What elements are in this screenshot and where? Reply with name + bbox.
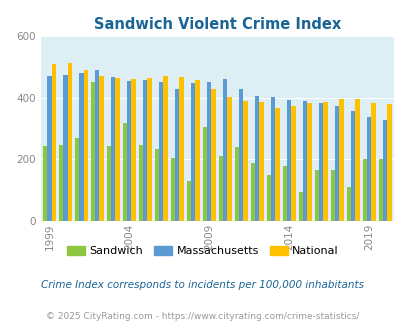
Bar [131, 80, 135, 221]
Bar [370, 103, 375, 221]
Bar [354, 99, 359, 221]
Bar [47, 76, 51, 221]
Bar [75, 138, 79, 221]
Bar [111, 77, 115, 221]
Bar [163, 76, 167, 221]
Bar [127, 81, 131, 221]
Bar [99, 76, 104, 221]
Bar [254, 96, 259, 221]
Bar [250, 163, 254, 221]
Bar [286, 100, 290, 221]
Bar [139, 145, 143, 221]
Bar [222, 79, 227, 221]
Bar [91, 82, 95, 221]
Bar [115, 78, 119, 221]
Bar [95, 70, 99, 221]
Bar [171, 158, 175, 221]
Bar [239, 89, 243, 221]
Bar [266, 175, 270, 221]
Text: Crime Index corresponds to incidents per 100,000 inhabitants: Crime Index corresponds to incidents per… [41, 280, 364, 290]
Bar [154, 149, 159, 221]
Bar [382, 120, 386, 221]
Bar [259, 102, 263, 221]
Legend: Sandwich, Massachusetts, National: Sandwich, Massachusetts, National [63, 242, 342, 261]
Bar [59, 145, 63, 221]
Bar [147, 79, 151, 221]
Bar [179, 77, 183, 221]
Bar [63, 75, 67, 221]
Title: Sandwich Violent Crime Index: Sandwich Violent Crime Index [94, 17, 340, 32]
Bar [195, 80, 199, 221]
Bar [234, 147, 239, 221]
Bar [346, 187, 350, 221]
Bar [159, 82, 163, 221]
Bar [202, 127, 207, 221]
Bar [186, 181, 191, 221]
Bar [175, 89, 179, 221]
Bar [211, 89, 215, 221]
Bar [227, 97, 231, 221]
Bar [330, 170, 334, 221]
Bar [290, 106, 295, 221]
Bar [218, 156, 222, 221]
Bar [334, 106, 339, 221]
Bar [298, 192, 302, 221]
Bar [314, 170, 318, 221]
Bar [43, 146, 47, 221]
Bar [143, 80, 147, 221]
Bar [107, 146, 111, 221]
Bar [282, 166, 286, 221]
Bar [350, 111, 354, 221]
Bar [386, 104, 390, 221]
Bar [362, 159, 366, 221]
Bar [302, 101, 307, 221]
Bar [307, 103, 311, 221]
Bar [207, 82, 211, 221]
Bar [51, 64, 56, 221]
Bar [339, 99, 343, 221]
Bar [366, 117, 370, 221]
Bar [270, 97, 275, 221]
Bar [275, 108, 279, 221]
Bar [377, 159, 382, 221]
Bar [191, 83, 195, 221]
Bar [67, 63, 72, 221]
Bar [83, 70, 87, 221]
Bar [123, 122, 127, 221]
Bar [322, 102, 327, 221]
Bar [79, 73, 83, 221]
Text: © 2025 CityRating.com - https://www.cityrating.com/crime-statistics/: © 2025 CityRating.com - https://www.city… [46, 312, 359, 321]
Bar [318, 103, 322, 221]
Bar [243, 101, 247, 221]
